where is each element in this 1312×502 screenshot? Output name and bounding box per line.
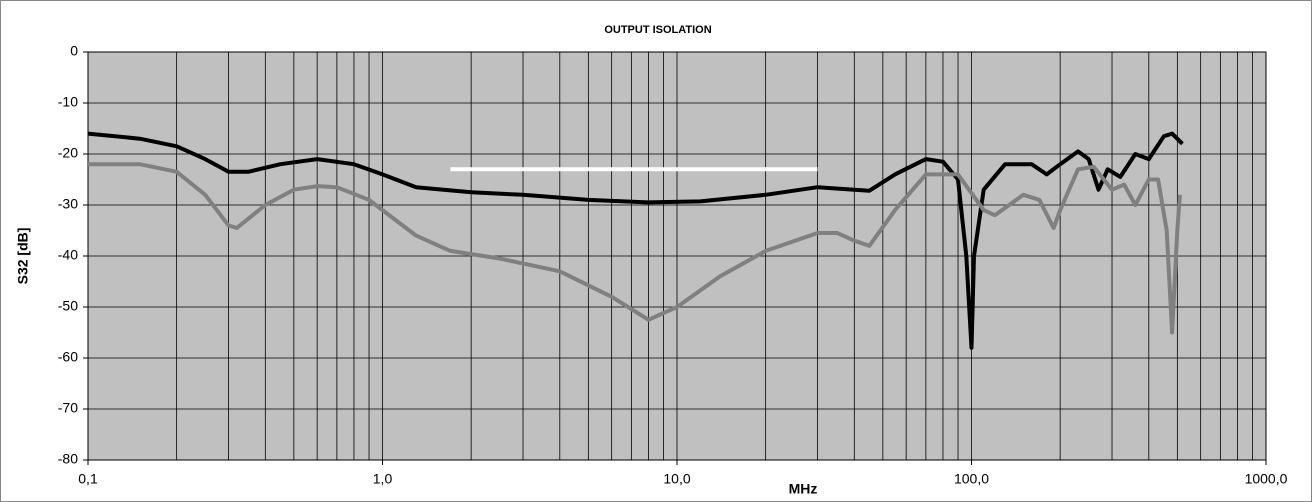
series-line: [87, 131, 1184, 350]
y-tick-label: -80: [58, 451, 78, 467]
plot-border: [87, 51, 1267, 461]
y-tick-label: -50: [58, 298, 78, 314]
x-tick-label: 100,0: [954, 471, 989, 487]
chart-title: OUTPUT ISOLATION: [604, 24, 711, 36]
series-line: [88, 162, 1182, 335]
y-axis-label: S32 [dB]: [15, 228, 31, 285]
x-tick-label: 0,1: [78, 471, 98, 487]
y-tick-label: -70: [58, 400, 78, 416]
y-tick-label: -20: [58, 145, 78, 161]
x-axis-label: MHz: [789, 481, 818, 497]
x-tick-label: 10,0: [663, 471, 690, 487]
y-tick-label: -40: [58, 247, 78, 263]
x-tick-label: 1000,0: [1245, 471, 1288, 487]
y-tick-label: 0: [70, 43, 78, 59]
y-tick-label: -30: [58, 196, 78, 212]
y-tick-label: -60: [58, 349, 78, 365]
x-tick-label: 1,0: [373, 471, 393, 487]
y-tick-label: -10: [58, 94, 78, 110]
